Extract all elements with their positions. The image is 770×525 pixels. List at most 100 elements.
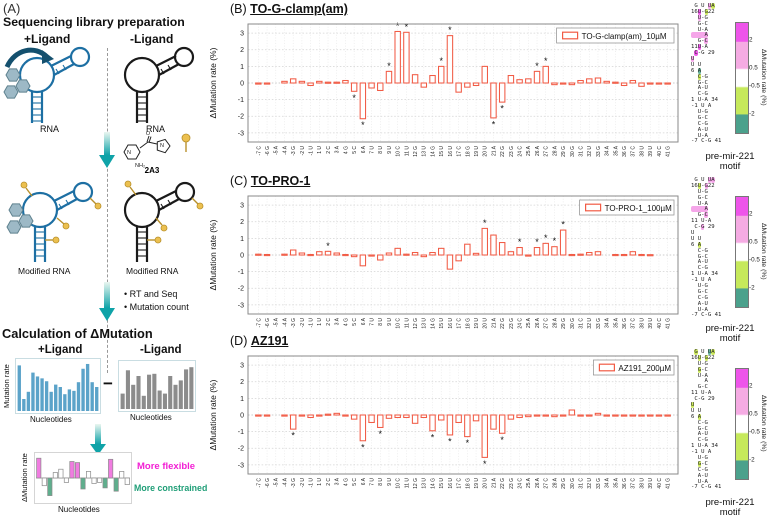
x-tick-label: 22 G	[500, 318, 506, 329]
bar	[638, 414, 645, 417]
x-tick-label: 7 U	[370, 318, 376, 326]
bar	[481, 65, 488, 84]
x-tick-label: 33 G	[596, 146, 602, 157]
x-tick-label: 38 U	[639, 478, 645, 489]
colorbar-gradient	[735, 22, 749, 134]
bar	[498, 242, 506, 256]
more-constrained-label: More constrained	[134, 483, 208, 493]
svg-text:2: 2	[240, 219, 244, 226]
mini-bar	[36, 457, 42, 479]
x-tick-label: 36 G	[622, 318, 628, 329]
x-tick-label: -2 U	[300, 318, 306, 328]
x-tick-label: 16 U	[448, 146, 454, 157]
bar	[542, 242, 549, 256]
significance-star: *	[535, 61, 539, 71]
mini-bar	[152, 373, 157, 409]
x-tick-label: -5 A	[274, 317, 280, 327]
x-tick-label: 17 C	[457, 146, 463, 157]
significance-star: *	[561, 220, 565, 230]
x-tick-label: 1 U	[317, 146, 323, 154]
x-tick-label: -6 G	[265, 318, 271, 328]
modified-rna-minus-icon	[123, 180, 204, 262]
x-tick-label: 9 U	[387, 478, 393, 486]
mini-bar	[108, 458, 114, 479]
x-tick-label: 41 G	[666, 146, 672, 157]
rna-caption-minus: RNA	[146, 124, 166, 134]
svg-text:1: 1	[240, 396, 244, 403]
ligand-hexagons-icon	[6, 203, 34, 234]
x-tick-label: -2 U	[300, 146, 306, 156]
x-tick-label: 15 U	[439, 318, 445, 329]
bar	[472, 82, 480, 87]
x-tick-label: 15 U	[439, 478, 445, 489]
x-tick-label: 39 U	[648, 318, 654, 329]
bar	[472, 252, 480, 256]
modified-rna-plus-icon	[6, 181, 102, 262]
bar	[438, 65, 445, 84]
probe-pin-icon	[45, 236, 60, 244]
x-tick-label: 28 A	[552, 317, 558, 328]
x-tick-label: 33 G	[596, 318, 602, 329]
panel-d-letter: (D)	[230, 334, 248, 348]
bar	[655, 82, 663, 85]
mini-bar	[54, 384, 58, 411]
bar	[350, 414, 358, 420]
bar	[647, 414, 654, 417]
x-tick-label: 37 C	[631, 146, 637, 157]
bar	[263, 253, 271, 257]
mini-bar	[131, 384, 136, 409]
bar	[603, 80, 610, 84]
bar	[429, 251, 436, 256]
bar	[620, 253, 628, 257]
x-tick-label: 9 U	[387, 318, 393, 326]
bar	[420, 414, 428, 419]
bar	[559, 82, 567, 85]
bar	[263, 414, 271, 417]
svg-text:-2: -2	[238, 114, 244, 121]
x-tick-label: -4 A	[282, 477, 288, 487]
significance-star: *	[361, 442, 365, 452]
x-tick-label: -7 C	[256, 478, 262, 488]
legend: TO-G-clamp(am)_10µM	[556, 27, 675, 44]
bar	[594, 251, 602, 256]
x-tick-label: 14 G	[430, 146, 436, 157]
colorbar-tick: -2	[749, 456, 755, 464]
bar	[289, 249, 297, 256]
x-tick-label: 34 A	[605, 317, 611, 328]
mini-bar	[76, 382, 81, 411]
x-tick-label: 31 C	[579, 318, 585, 329]
mini-bar	[74, 462, 80, 479]
bar	[664, 414, 671, 417]
bar	[316, 414, 323, 417]
bar	[385, 70, 393, 84]
mini-bar	[162, 393, 167, 409]
bar	[281, 253, 288, 256]
down-arrow-icon	[90, 424, 106, 455]
panel-b-compound: TO-G-clamp(am)	[250, 2, 348, 16]
bar	[394, 30, 401, 84]
bar	[429, 414, 436, 432]
bar	[586, 414, 593, 417]
colorbar-axis-label: ΔMutation rate (%)	[760, 222, 767, 280]
x-tick-label: 4 G	[343, 318, 349, 326]
x-tick-label: -1 U	[309, 318, 315, 328]
mini-bar	[22, 399, 26, 411]
x-tick-label: 22 G	[500, 478, 506, 489]
bar	[655, 414, 663, 417]
nh2-label: NH₂	[135, 163, 145, 169]
x-tick-label: 35 A	[613, 145, 619, 156]
mutation-rate-axis-label: Mutation rate	[2, 364, 11, 408]
motif-group-d: G U UA 16U-G22 U-G G-C U-A A G-C 11 U-A C-…	[691, 349, 770, 522]
x-tick-label: 26 A	[535, 145, 541, 156]
bar	[507, 74, 515, 84]
mini-bar	[49, 391, 53, 411]
svg-text:-2: -2	[238, 286, 244, 293]
x-tick-label: 16 U	[448, 478, 454, 489]
x-tick-label: 25 A	[526, 317, 532, 328]
x-tick-label: 39 U	[648, 146, 654, 157]
mini-bar	[85, 363, 90, 411]
legend-label: TO-G-clamp(am)_10µM	[582, 32, 667, 41]
bar	[542, 414, 549, 417]
modified-rna-caption-minus: Modified RNA	[126, 266, 179, 276]
